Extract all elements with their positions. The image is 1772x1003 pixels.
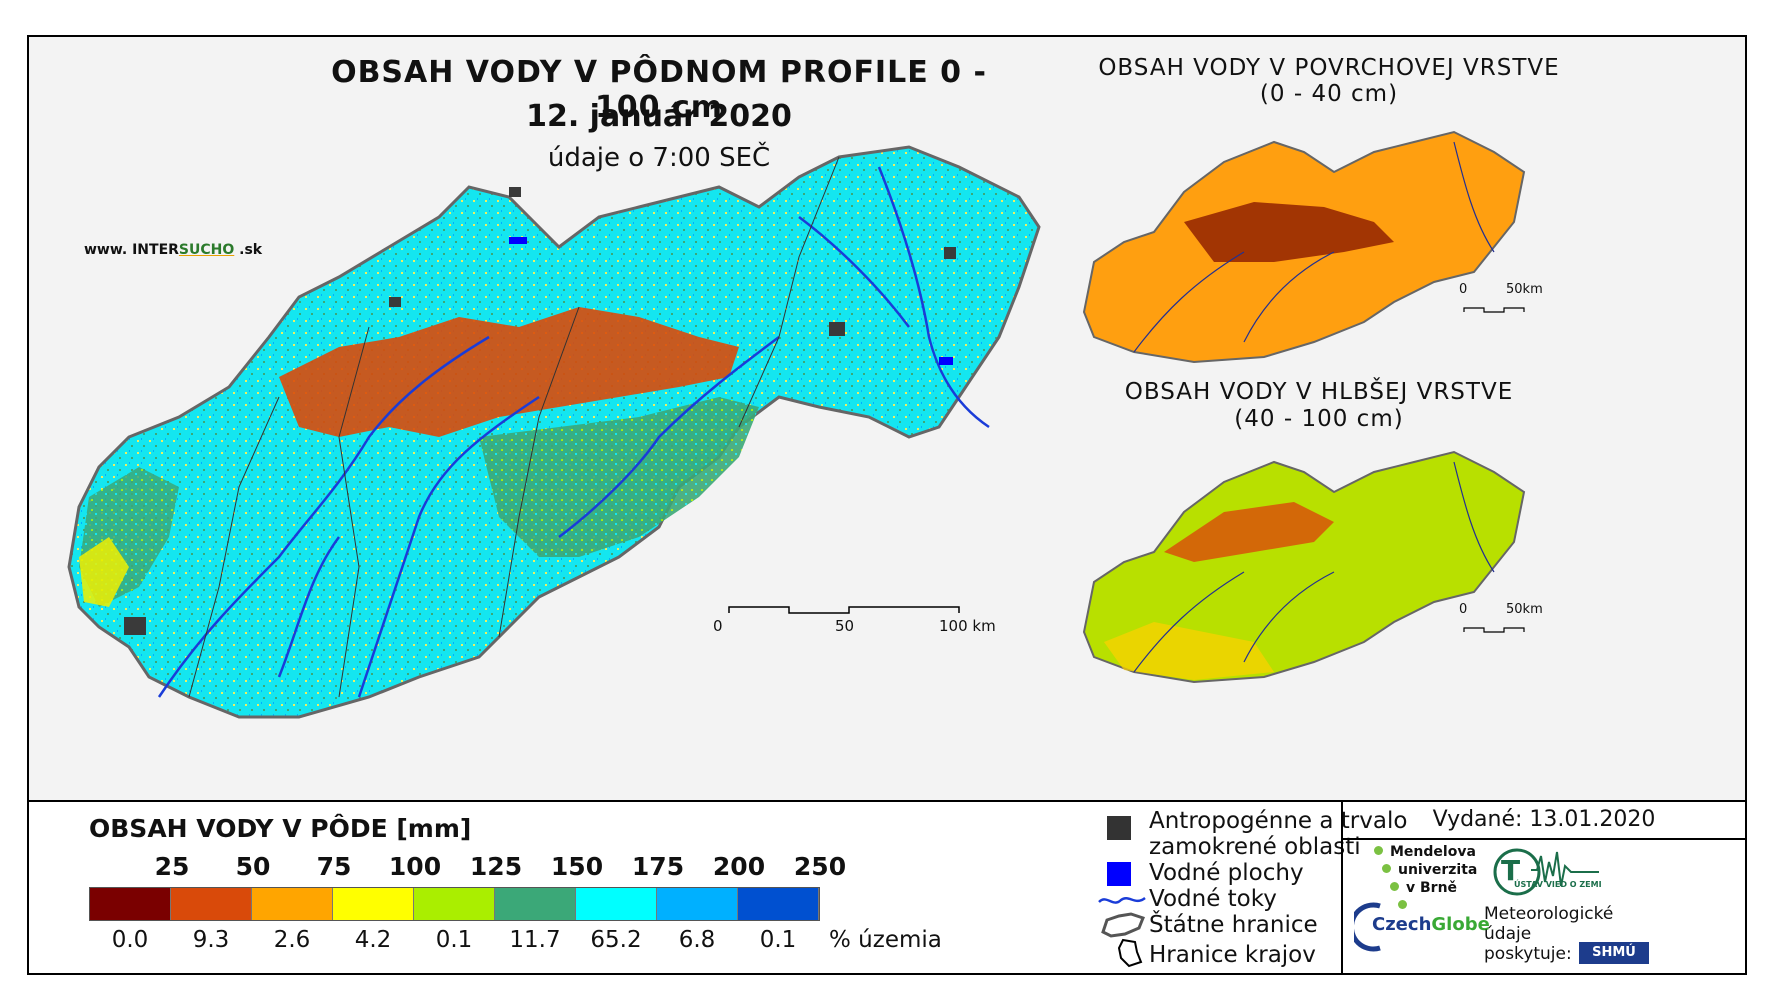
meteo-text-3: poskytuje: (1484, 944, 1572, 964)
color-bin-4 (414, 888, 495, 920)
legend-streams: Vodné toky (1149, 886, 1277, 912)
ustav-label: ÚSTAV VIED O ZEMI (1514, 880, 1602, 889)
inset-bottom-title-2: (40 - 100 cm) (1234, 406, 1404, 432)
color-bin-8 (738, 888, 819, 920)
stream-symbol (1098, 896, 1146, 904)
pct-6: 65.2 (590, 927, 642, 953)
anthropogenic-areas-main (124, 187, 956, 635)
bin-label-150: 150 (550, 852, 604, 881)
mendel-dot-1 (1374, 846, 1383, 855)
legend-state-border: Štátne hranice (1149, 912, 1318, 938)
bin-label-125: 125 (469, 852, 523, 881)
pct-4: 0.1 (435, 927, 473, 953)
czechglobe-arc-icon (1354, 902, 1381, 952)
water-body-symbol (1107, 862, 1131, 886)
yellow-area-west (79, 537, 129, 607)
mendel-dot-2 (1382, 864, 1391, 873)
bin-label-100: 100 (388, 852, 442, 881)
color-bin-7 (657, 888, 738, 920)
rivers-main (157, 166, 990, 698)
color-bin-6 (576, 888, 657, 920)
mendel-text-3: v Brně (1406, 880, 1458, 896)
legend-region-border: Hranice krajov (1149, 942, 1316, 968)
mendel-dot-4 (1398, 900, 1407, 909)
inset-bottom-scale-50: 50km (1506, 602, 1543, 617)
color-bin-1 (171, 888, 252, 920)
deep-layer-map (1082, 450, 1526, 684)
pct-0: 0.0 (111, 927, 149, 953)
czechglobe-logo[interactable]: CzechGlobe (1354, 902, 1490, 957)
anthropogenic-symbol (1107, 816, 1131, 840)
map-title: OBSAH VODY V PÔDNOM PROFILE 0 - 100 cm (331, 55, 987, 125)
map-panel: OBSAH VODY V PÔDNOM PROFILE 0 - 100 cm 1… (29, 37, 1745, 802)
ustav-vied-o-zemi-logo[interactable]: T (1491, 842, 1601, 898)
legend-divider (1341, 802, 1343, 973)
czechglobe-text: CzechGlobe (1372, 914, 1490, 935)
website-label[interactable]: www. INTERSUCHO .sk (84, 242, 262, 258)
bin-label-25: 25 (154, 852, 190, 881)
inset-top-title-2: (0 - 40 cm) (1259, 81, 1399, 107)
issued-date: Vydané: 13.01.2020 (1343, 802, 1745, 840)
website-brand: SUCHO (178, 242, 235, 258)
mendel-logo[interactable]: Mendelova univerzita v Brně (1374, 844, 1484, 909)
main-scale-50: 50 (835, 617, 855, 635)
legend-title: OBSAH VODY V PÔDE [mm] (89, 814, 472, 843)
main-scale-bar (728, 606, 960, 614)
legend-panel: OBSAH VODY V PÔDE [mm] 25 50 75 100 125 … (29, 802, 1745, 973)
percent-unit: % územia (829, 927, 942, 953)
shmu-logo[interactable]: SHMÚ (1579, 942, 1649, 964)
bin-label-250: 250 (793, 852, 847, 881)
main-soil-water-map (67, 145, 1041, 719)
legend-anthropogenic-2: zamokrené oblasti (1149, 834, 1361, 860)
water-bodies-main (509, 237, 953, 365)
mendel-dot-3 (1390, 882, 1399, 891)
mendel-text-1: Mendelova (1390, 844, 1476, 860)
region-border-symbol (1117, 938, 1143, 968)
bin-label-50: 50 (235, 852, 271, 881)
pct-1: 9.3 (192, 927, 230, 953)
pct-2: 2.6 (273, 927, 311, 953)
mendel-text-2: univerzita (1398, 862, 1478, 878)
pct-5: 11.7 (509, 927, 561, 953)
bin-label-200: 200 (712, 852, 766, 881)
map-time-note: údaje o 7:00 SEČ (547, 143, 771, 173)
dry-area-central (279, 307, 739, 437)
pct-7: 6.8 (678, 927, 716, 953)
surface-layer-map (1082, 130, 1526, 364)
color-bin-3 (333, 888, 414, 920)
color-bin-2 (252, 888, 333, 920)
inset-top-scale-50: 50km (1506, 282, 1543, 297)
legend-anthropogenic-1: Antropogénne a trvalo (1149, 808, 1408, 834)
color-bin-0 (90, 888, 171, 920)
legend-water-bodies: Vodné plochy (1149, 860, 1304, 886)
region-borders-main (188, 156, 840, 698)
color-bin-5 (495, 888, 576, 920)
bin-label-75: 75 (316, 852, 352, 881)
meteo-text-1: Meteorologické (1484, 904, 1614, 924)
state-border-symbol (1101, 912, 1145, 938)
inset-bottom-title-1: OBSAH VODY V HLBŠEJ VRSTVE (1124, 379, 1514, 405)
inset-top-title-1: OBSAH VODY V POVRCHOVEJ VRSTVE (1098, 55, 1560, 81)
meteo-text-2: údaje (1484, 924, 1532, 944)
legend-color-bar (89, 887, 820, 921)
inset-top-scale-0: 0 (1459, 282, 1468, 297)
green-area-south-central (479, 397, 759, 557)
pct-8: 0.1 (759, 927, 797, 953)
svg-text:T: T (1501, 854, 1520, 887)
website-suffix: .sk (234, 242, 263, 258)
main-scale-100: 100 km (939, 617, 996, 635)
pct-3: 4.2 (354, 927, 392, 953)
bin-label-175: 175 (631, 852, 685, 881)
inset-bottom-scale-0: 0 (1459, 602, 1468, 617)
website-prefix: www. INTER (84, 242, 179, 258)
shmu-text: SHMÚ (1592, 945, 1636, 960)
map-frame: OBSAH VODY V PÔDNOM PROFILE 0 - 100 cm 1… (27, 35, 1747, 975)
main-scale-0: 0 (713, 617, 723, 635)
map-date: 12. január 2020 (526, 99, 792, 134)
